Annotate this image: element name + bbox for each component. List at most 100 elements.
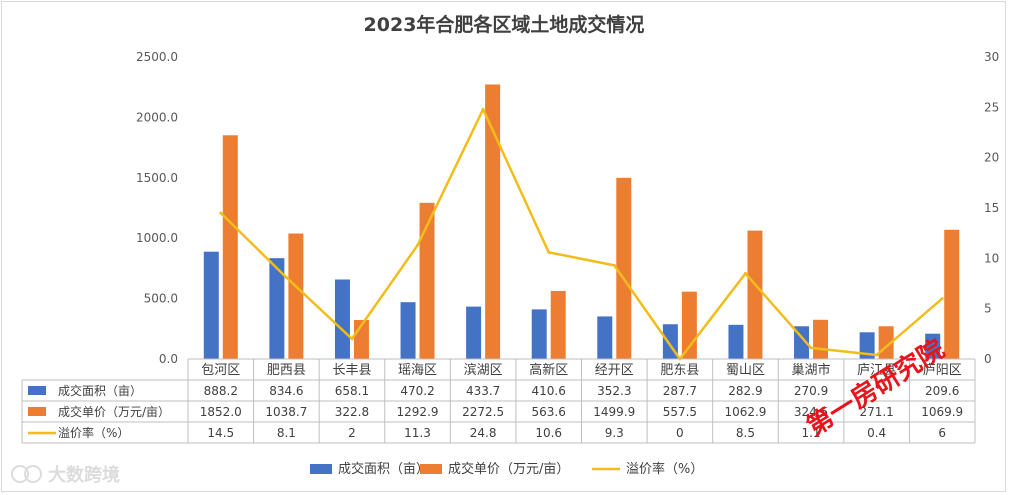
brand-text: 大数跨境 xyxy=(48,464,120,486)
y-right-tick: 5 xyxy=(984,302,992,316)
legend: 成交面积（亩） 成交单价（万元/亩） 溢价率（%） xyxy=(310,461,703,477)
table-cell: 209.6 xyxy=(925,384,959,398)
table-cell: 888.2 xyxy=(204,384,238,398)
legend-label: 成交面积（亩） xyxy=(338,461,429,477)
category-label: 蜀山区 xyxy=(726,363,765,378)
table-cell: 433.7 xyxy=(466,384,500,398)
table-series-name: 溢价率（%） xyxy=(58,425,129,440)
line-point xyxy=(940,297,944,301)
bar-area xyxy=(334,279,350,359)
category-label: 巢湖市 xyxy=(792,362,831,378)
legend-swatch xyxy=(420,464,442,474)
table-cell: 1499.9 xyxy=(593,405,635,419)
brand-mark: 大数跨境 xyxy=(11,464,120,486)
y-right-tick: 10 xyxy=(984,251,999,265)
table-cell: 2272.5 xyxy=(462,405,504,419)
table-cell: 1.1 xyxy=(801,426,820,440)
y-right-tick: 15 xyxy=(984,201,999,215)
table-cell: 2 xyxy=(348,426,356,440)
table-cell: 24.8 xyxy=(470,426,497,440)
table-cell: 6 xyxy=(938,426,946,440)
line-point xyxy=(547,250,551,254)
category-label: 高新区 xyxy=(529,362,568,378)
line-point xyxy=(416,243,420,247)
table-cell: 10.6 xyxy=(535,426,562,440)
table-cell: 1852.0 xyxy=(200,405,242,419)
table-cell: 0 xyxy=(676,426,684,440)
y-right-tick: 30 xyxy=(984,50,999,64)
bar-price xyxy=(616,177,632,359)
table-series-name: 成交单价（万元/亩） xyxy=(58,404,170,419)
table-cell: 271.1 xyxy=(859,405,893,419)
table-cell: 1038.7 xyxy=(265,405,307,419)
line-point xyxy=(612,263,616,267)
line-point xyxy=(284,275,288,279)
y-left-tick: 2000.0 xyxy=(136,110,178,124)
bar-area xyxy=(269,258,285,359)
table-cell: 14.5 xyxy=(207,426,234,440)
table-cell: 282.9 xyxy=(728,384,762,398)
bar-price xyxy=(747,230,763,359)
table-key-swatch xyxy=(28,407,46,416)
bar-area xyxy=(925,333,941,359)
bar-area xyxy=(400,302,416,359)
table-cell: 563.6 xyxy=(532,405,566,419)
table-cell: 11.3 xyxy=(404,426,431,440)
legend-label: 溢价率（%） xyxy=(626,461,703,477)
bar-area xyxy=(203,251,219,359)
bar-area xyxy=(466,306,482,359)
table-cell: 287.7 xyxy=(663,384,697,398)
plot-area: 0.0 500.0 1000.0 1500.0 2000.0 2500.0 0 5 10 15 20… xyxy=(136,50,999,366)
y-left-tick: 0.0 xyxy=(159,352,178,366)
y-right-tick: 25 xyxy=(984,100,999,114)
line-point xyxy=(743,271,747,275)
y-left-tick: 2500.0 xyxy=(136,50,178,64)
data-table: 包河区 肥西县 长丰县 瑶海区 滨湖区 高新区 经开区 肥东县 蜀山区 巢湖市 庐江县 庐阳区成交面积… xyxy=(21,358,976,444)
brand-logo-icon xyxy=(11,465,42,483)
legend-swatch xyxy=(310,464,332,474)
category-label: 包河区 xyxy=(201,363,240,378)
bar-price xyxy=(288,233,304,359)
y-left-tick: 500.0 xyxy=(144,292,178,306)
bar-price xyxy=(419,202,435,359)
table-cell: 1292.9 xyxy=(397,405,439,419)
table-cell: 1069.9 xyxy=(921,405,963,419)
table-cell: 9.3 xyxy=(605,426,624,440)
y-right-tick: 0 xyxy=(984,352,992,366)
table-cell: 658.1 xyxy=(335,384,369,398)
category-label: 庐阳区 xyxy=(923,363,962,378)
category-label: 经开区 xyxy=(595,363,634,378)
y-left-tick: 1000.0 xyxy=(136,231,178,245)
table-series-name: 成交面积（亩） xyxy=(58,383,142,398)
bar-area xyxy=(597,316,613,359)
table-cell: 270.9 xyxy=(794,384,828,398)
table-key-swatch xyxy=(28,386,46,395)
line-point xyxy=(875,353,879,357)
table-cell: 8.1 xyxy=(277,426,296,440)
category-label: 瑶海区 xyxy=(398,363,437,378)
y-right-tick: 20 xyxy=(984,151,999,165)
category-label: 庐江县 xyxy=(857,363,896,378)
table-cell: 0.4 xyxy=(867,426,886,440)
table-cell: 352.3 xyxy=(597,384,631,398)
table-cell: 834.6 xyxy=(269,384,303,398)
y-left-tick: 1500.0 xyxy=(136,171,178,185)
category-label: 肥东县 xyxy=(660,363,699,378)
table-cell: 8.5 xyxy=(736,426,755,440)
bar-area xyxy=(728,324,744,359)
line-point xyxy=(350,337,354,341)
category-label: 长丰县 xyxy=(332,363,371,378)
bar-price xyxy=(222,135,238,359)
table-cell: 1062.9 xyxy=(724,405,766,419)
legend-label: 成交单价（万元/亩） xyxy=(448,461,569,477)
bar-price xyxy=(944,229,960,359)
chart-title: 2023年合肥各区域土地成交情况 xyxy=(364,13,645,36)
table-cell: 324.5 xyxy=(794,405,828,419)
bar-price xyxy=(681,291,697,359)
table-cell: 322.8 xyxy=(335,405,369,419)
table-cell: 470.2 xyxy=(400,384,434,398)
table-cell: 410.6 xyxy=(532,384,566,398)
line-point xyxy=(219,211,223,215)
